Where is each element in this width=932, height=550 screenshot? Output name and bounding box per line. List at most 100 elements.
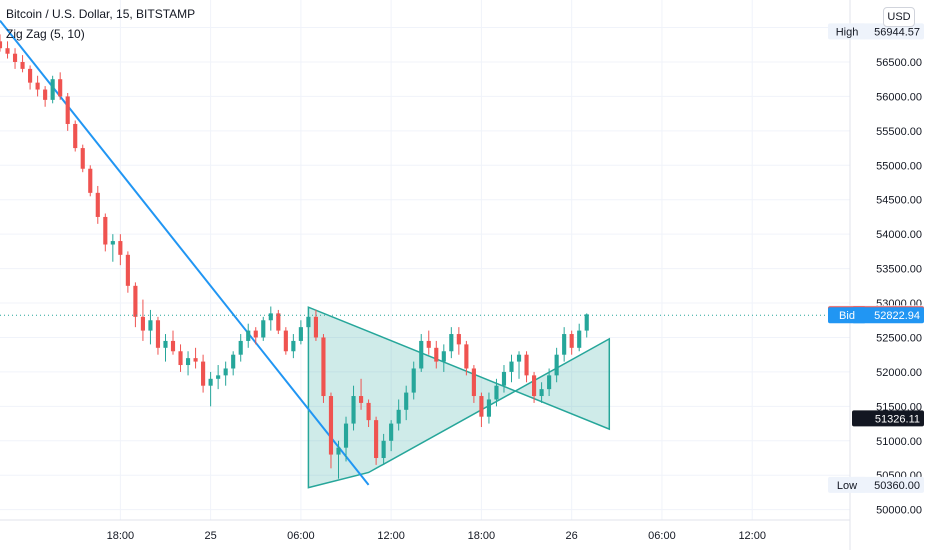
candle-body <box>321 337 326 397</box>
candle-body <box>246 330 251 341</box>
candle <box>343 416 349 462</box>
candle <box>516 351 522 379</box>
candle <box>0 34 3 52</box>
candle-body <box>486 399 492 417</box>
candle-body <box>155 320 161 348</box>
candle <box>471 365 476 403</box>
candle <box>170 330 176 355</box>
price-tick-label: 50000.00 <box>876 505 922 517</box>
candle <box>253 327 258 345</box>
candle <box>501 365 507 393</box>
candle-body <box>95 192 100 217</box>
candle <box>43 86 48 107</box>
candle <box>411 361 416 400</box>
time-axis[interactable] <box>0 520 850 550</box>
candle-body <box>449 334 454 352</box>
candle-body <box>577 330 582 348</box>
candle-body <box>268 313 273 321</box>
candle-body <box>351 396 356 424</box>
candle <box>148 309 153 345</box>
candle <box>509 354 514 383</box>
price-tick-label: 56500.00 <box>876 57 922 69</box>
candle <box>268 306 273 331</box>
time-tick-label: 12:00 <box>738 530 766 542</box>
candle-body <box>253 330 258 338</box>
time-tick-label: 25 <box>204 530 216 542</box>
price-tag-value-bg <box>852 476 924 493</box>
candle <box>524 351 529 383</box>
candle <box>20 55 25 73</box>
candle-body <box>456 334 461 345</box>
candle <box>88 165 93 197</box>
candle <box>404 385 409 421</box>
candle-body <box>396 409 401 424</box>
candle-body <box>170 340 176 352</box>
candle-body <box>193 358 198 362</box>
candles <box>0 34 589 479</box>
candle-body <box>584 314 589 331</box>
candle-body <box>389 423 394 441</box>
candle <box>73 120 78 152</box>
price-tag-name-bg <box>828 476 866 493</box>
candle <box>396 399 401 431</box>
candle-body <box>163 340 168 348</box>
candle <box>374 416 379 465</box>
candle-body <box>261 320 266 338</box>
candle-body <box>118 241 123 255</box>
candle <box>464 340 469 376</box>
candle <box>291 334 296 359</box>
candle <box>494 378 499 407</box>
price-tag-name-bg <box>828 23 866 40</box>
candle-body <box>434 347 439 362</box>
time-tick-label: 18:00 <box>468 530 496 542</box>
candle-body <box>0 41 3 49</box>
candle-body <box>539 389 544 397</box>
candle <box>434 340 439 369</box>
price-tag: 51326.11 <box>852 410 924 427</box>
candle <box>35 75 40 97</box>
candle <box>125 251 130 293</box>
price-axis-ticks: 57000.0056500.0056000.0055500.0055000.00… <box>876 23 922 517</box>
candle-body <box>185 358 191 366</box>
candle-body <box>223 368 228 376</box>
candle-body <box>343 423 349 448</box>
price-tick-label: 53500.00 <box>876 264 922 276</box>
candle-body <box>201 361 206 386</box>
candle-body <box>366 402 371 421</box>
time-tick-label: 06:00 <box>287 530 315 542</box>
candle-body <box>35 82 40 90</box>
time-tick-label: 06:00 <box>648 530 676 542</box>
currency-button[interactable]: USD <box>883 7 915 27</box>
price-tag-value: 51326.11 <box>875 413 920 425</box>
candle <box>569 330 574 355</box>
price-tick-label: 54500.00 <box>876 195 922 207</box>
price-tag: 52822.94 Bid <box>828 307 924 324</box>
candle <box>298 320 303 345</box>
symbol-title: Bitcoin / U.S. Dollar, 15, BITSTAMP <box>6 7 196 21</box>
candle <box>479 392 484 428</box>
candle <box>193 347 198 369</box>
candle-body <box>73 123 78 149</box>
candle <box>366 399 371 428</box>
candle-body <box>494 385 499 400</box>
candle <box>562 327 567 362</box>
price-tick-label: 56000.00 <box>876 91 922 103</box>
candle <box>201 354 206 393</box>
price-tick-label: 55500.00 <box>876 126 922 138</box>
candle-body <box>125 254 130 286</box>
candle-body <box>554 354 559 376</box>
candle-body <box>5 48 10 54</box>
candle <box>140 299 145 341</box>
candle <box>306 313 311 335</box>
price-axis[interactable] <box>850 0 932 550</box>
candle-body <box>65 96 70 124</box>
candle-body <box>509 361 514 372</box>
candle <box>118 234 123 266</box>
candle-body <box>426 340 431 348</box>
candle <box>313 309 318 341</box>
candle-body <box>404 392 409 410</box>
candle-body <box>28 68 33 83</box>
candle <box>238 334 243 362</box>
candle <box>80 144 85 173</box>
